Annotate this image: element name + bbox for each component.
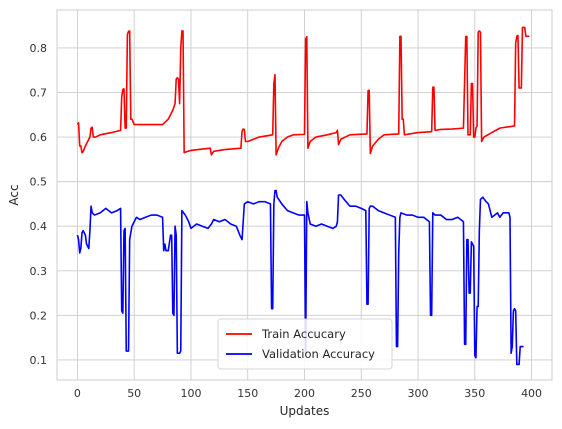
x-tick-label: 100 [180,387,201,400]
legend-label: Train Accucary [261,327,346,341]
y-tick-label: 0.1 [30,354,48,367]
x-tick-label: 0 [74,387,81,400]
series-layer [76,26,530,366]
x-tick-label: 50 [127,387,141,400]
x-tick-labels: 0 50 100 150 200 250 300 350 400 [74,387,542,400]
legend: Train Accucary Validation Accuracy [217,318,393,370]
y-tick-label: 0.5 [30,176,48,189]
x-tick-label: 350 [464,387,485,400]
x-tick-label: 300 [408,387,429,400]
x-grid [76,10,533,380]
y-tick-label: 0.6 [30,131,48,144]
y-tick-labels: 0.1 0.2 0.3 0.4 0.5 0.6 0.7 0.8 [30,42,48,367]
y-axis-label: Acc [7,184,21,205]
y-tick-label: 0.7 [30,86,48,99]
y-tick-label: 0.4 [30,220,48,233]
y-tick-label: 0.8 [30,42,48,55]
series-line-train-accuracy [76,26,530,156]
y-tick-label: 0.3 [30,265,48,278]
series-line-validation-accuracy [76,189,524,366]
y-tick-label: 0.2 [30,309,48,322]
x-tick-label: 400 [521,387,542,400]
x-tick-label: 200 [294,387,315,400]
x-tick-label: 250 [351,387,372,400]
x-axis-label: Updates [280,404,330,418]
legend-box [217,318,393,370]
x-tick-label: 150 [237,387,258,400]
legend-label: Validation Accuracy [262,347,375,361]
plot-area-frame [56,9,553,381]
